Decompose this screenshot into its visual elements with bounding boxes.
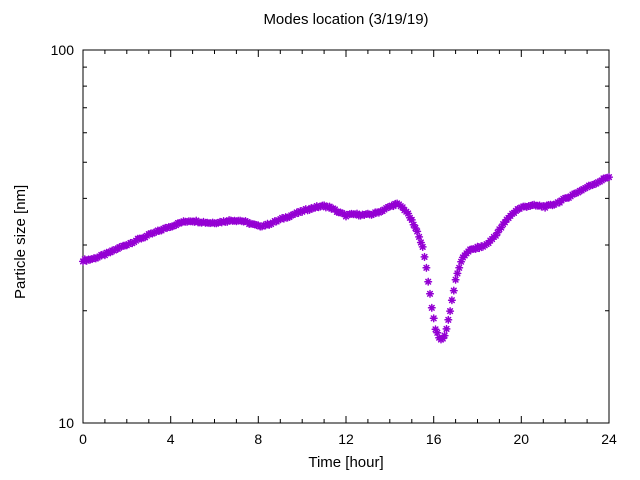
- x-tick-label: 8: [254, 431, 262, 447]
- chart-title: Modes location (3/19/19): [263, 11, 429, 28]
- y-axis-label: Particle size [nm]: [12, 184, 29, 299]
- major-ticks: [82, 49, 610, 424]
- plot-border: [82, 49, 610, 424]
- x-tick-label: 0: [79, 431, 87, 447]
- y-tick-label: 100: [51, 42, 75, 58]
- x-tick-label: 12: [338, 431, 354, 447]
- x-axis-label: Time [hour]: [308, 454, 384, 471]
- minor-ticks: [83, 50, 609, 423]
- x-tick-label: 24: [601, 431, 617, 447]
- data-points: [78, 173, 614, 344]
- y-tick-label: 10: [58, 415, 74, 431]
- x-tick-label: 16: [426, 431, 442, 447]
- x-tick-label: 4: [167, 431, 175, 447]
- x-tick-label: 20: [514, 431, 530, 447]
